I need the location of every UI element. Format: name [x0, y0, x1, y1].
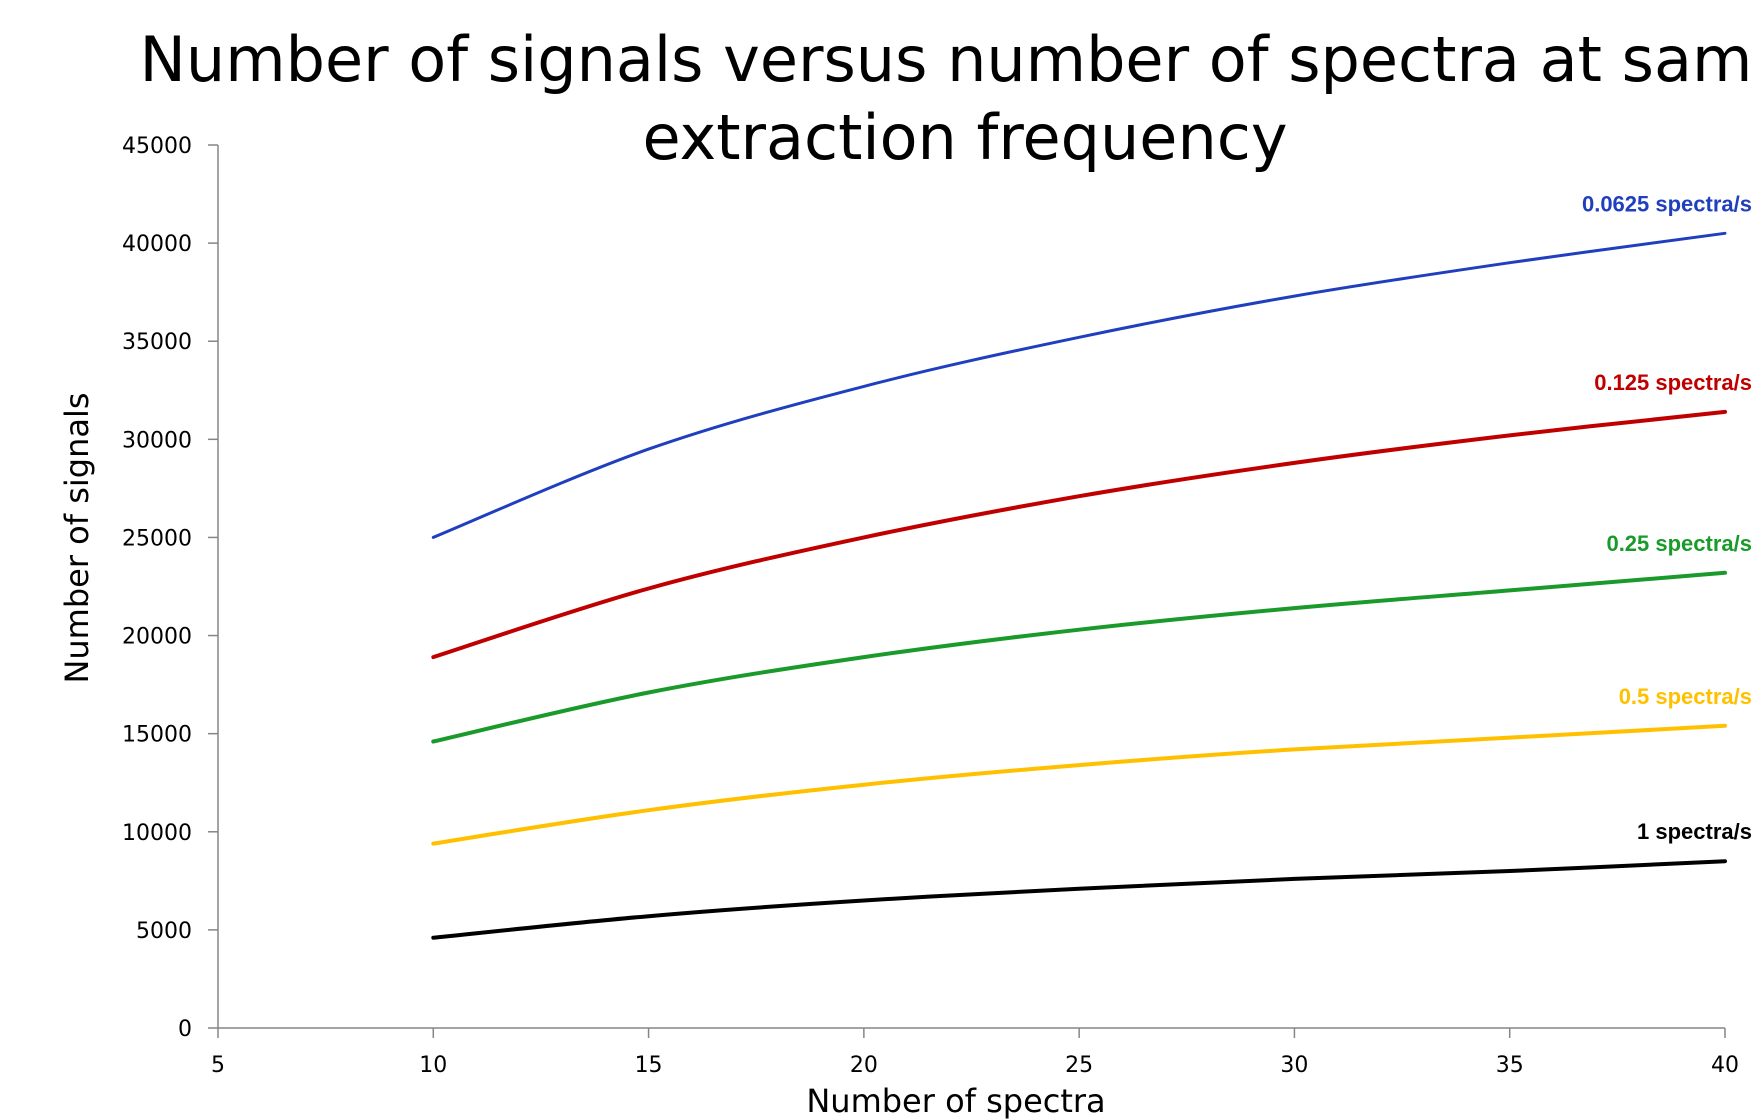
y-tick-label: 35000	[122, 330, 192, 355]
x-tick-label: 40	[1711, 1053, 1739, 1078]
x-tick-label: 35	[1496, 1053, 1524, 1078]
x-tick-label: 25	[1065, 1053, 1093, 1078]
series-label: 0.5 spectra/s	[1619, 684, 1752, 709]
chart-title-line-2: extraction frequency	[642, 101, 1287, 174]
series-label: 0.125 spectra/s	[1594, 370, 1752, 395]
y-tick-label: 40000	[122, 232, 192, 257]
y-tick-label: 5000	[136, 919, 192, 944]
y-tick-label: 20000	[122, 625, 192, 650]
chart-title-line-1: Number of signals versus number of spect…	[140, 23, 1754, 96]
x-ticks: 5 10 15 20 25 30 35 40	[211, 1028, 1739, 1078]
series-labels: 0.0625 spectra/s 0.125 spectra/s 0.25 spec…	[1582, 191, 1752, 844]
y-tick-label: 30000	[122, 428, 192, 453]
series-line	[431, 409, 1727, 660]
x-tick-label: 5	[211, 1053, 225, 1078]
y-tick-label: 0	[178, 1017, 192, 1042]
y-axis-title: Number of signals	[58, 392, 96, 683]
series-line	[431, 570, 1727, 744]
x-tick-label: 20	[850, 1053, 878, 1078]
series-line	[431, 231, 1727, 539]
y-tick-label: 15000	[122, 723, 192, 748]
y-tick-label: 25000	[122, 526, 192, 551]
y-tick-label: 10000	[122, 821, 192, 846]
x-tick-label: 15	[635, 1053, 663, 1078]
x-tick-label: 10	[419, 1053, 447, 1078]
series-label: 1 spectra/s	[1637, 819, 1752, 844]
series-line	[431, 859, 1727, 940]
series-lines	[431, 231, 1727, 940]
x-tick-label: 30	[1280, 1053, 1308, 1078]
series-line	[431, 723, 1727, 846]
series-label: 0.25 spectra/s	[1606, 531, 1752, 556]
x-axis-title: Number of spectra	[806, 1082, 1105, 1119]
y-ticks: 0 5000 10000 15000 20000 25000 30000 35000 40000…	[122, 134, 218, 1042]
series-label: 0.0625 spectra/s	[1582, 191, 1752, 216]
y-tick-label: 45000	[122, 134, 192, 159]
